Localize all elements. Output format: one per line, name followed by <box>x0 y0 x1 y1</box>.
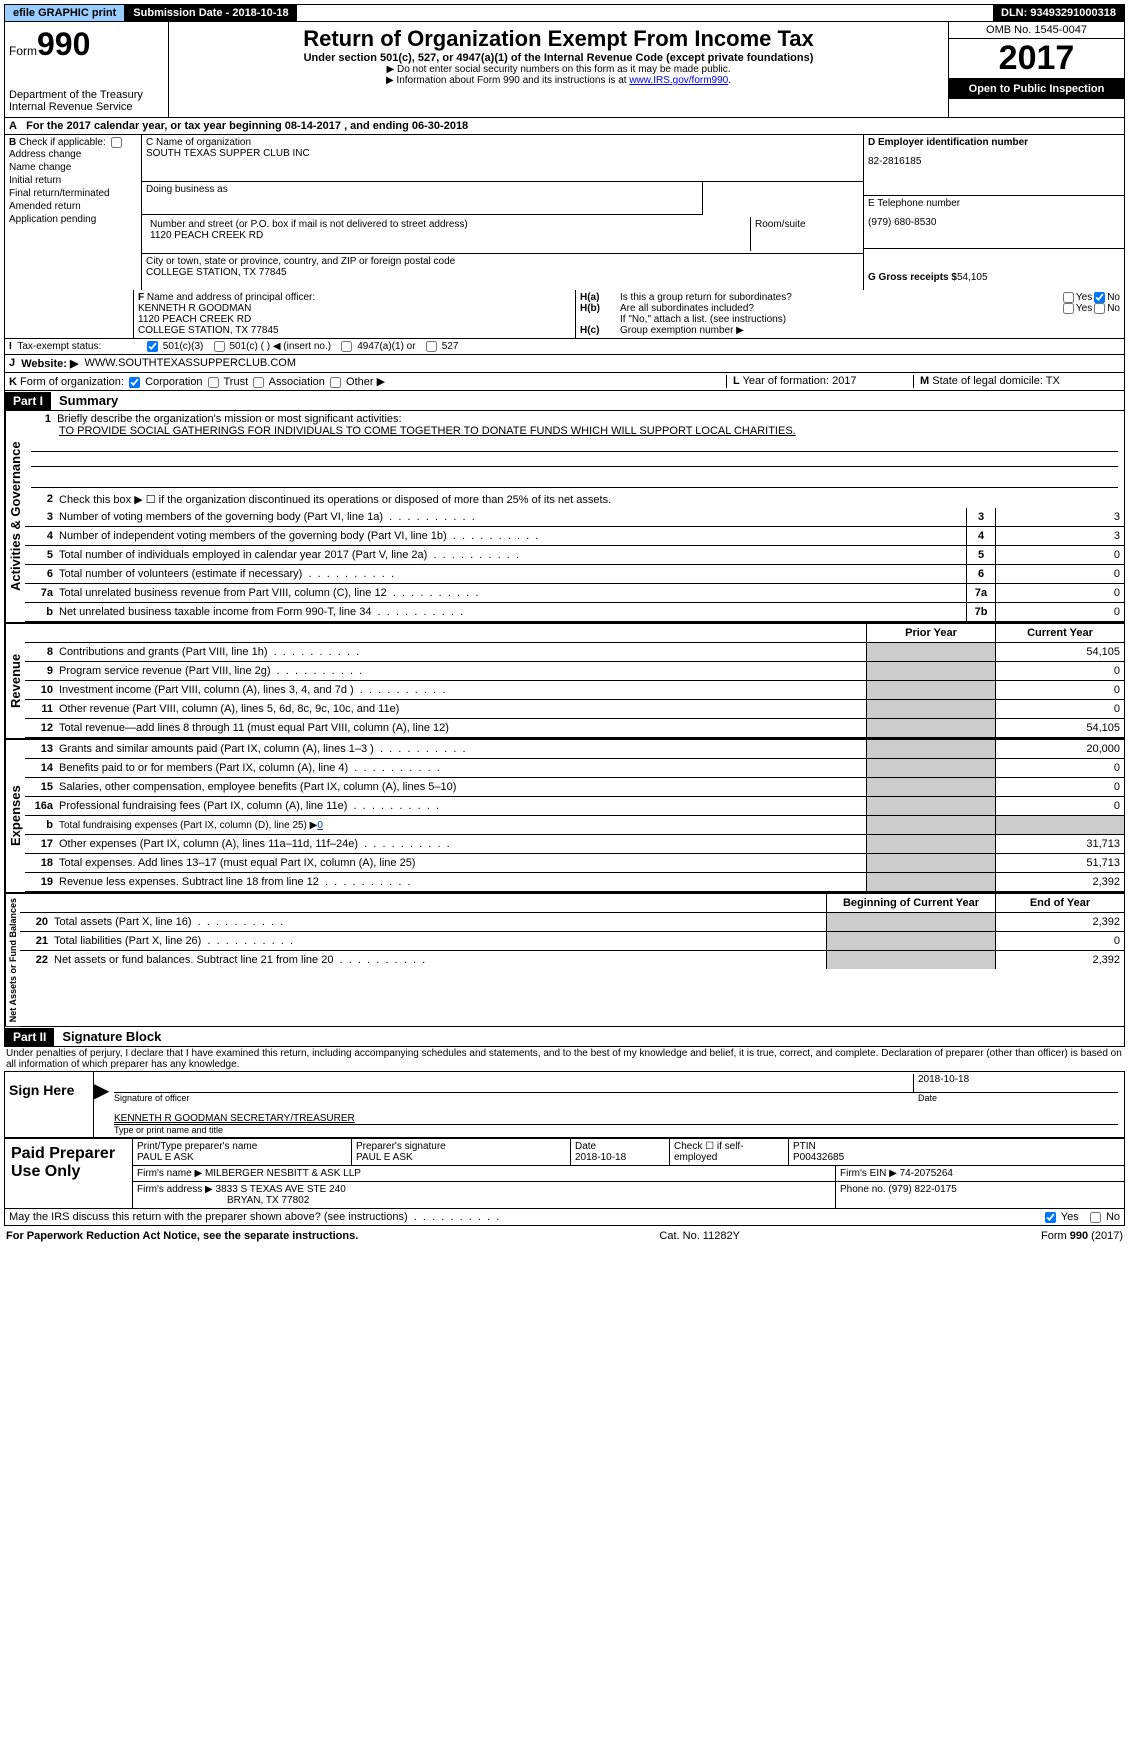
ha-no[interactable] <box>1094 292 1105 303</box>
discuss-yes[interactable] <box>1045 1212 1056 1223</box>
check-501c3[interactable] <box>147 341 158 352</box>
gross-receipts: 54,105 <box>957 272 988 283</box>
form-note-ssn: ▶ Do not enter social security numbers o… <box>179 64 938 75</box>
tel: (979) 680-8530 <box>868 209 1120 228</box>
discuss-no[interactable] <box>1090 1212 1101 1223</box>
ein-label: D Employer identification number <box>868 137 1028 148</box>
gross-label: G Gross receipts $ <box>868 272 957 283</box>
tab-net-assets: Net Assets or Fund Balances <box>5 894 20 1026</box>
officer-addr1: 1120 PEACH CREEK RD <box>138 314 571 325</box>
hb-no[interactable] <box>1094 303 1105 314</box>
hb-yes[interactable] <box>1063 303 1074 314</box>
submission-date: Submission Date - 2018-10-18 <box>125 5 296 21</box>
app-pending: Application pending <box>9 213 137 226</box>
check-trust[interactable] <box>208 377 219 388</box>
street-label: Number and street (or P.O. box if mail i… <box>150 219 746 230</box>
tab-revenue: Revenue <box>5 624 25 738</box>
ein: 82-2816185 <box>868 148 1120 167</box>
check-corp[interactable] <box>129 377 140 388</box>
street: 1120 PEACH CREEK RD <box>150 230 746 241</box>
footer-form: Form 990 (2017) <box>1041 1230 1123 1242</box>
initial-return: Initial return <box>9 174 137 187</box>
form-header: Form990 Department of the Treasury Inter… <box>4 22 1125 118</box>
dln: DLN: 93493291000318 <box>993 5 1124 21</box>
org-name-label: C Name of organization <box>146 137 859 148</box>
name-change: Name change <box>9 161 137 174</box>
efile-print-button[interactable]: efile GRAPHIC print <box>5 5 125 21</box>
website: WWW.SOUTHTEXASSUPPERCLUB.COM <box>85 357 296 370</box>
form-note-link: ▶ Information about Form 990 and its ins… <box>179 75 938 86</box>
sign-here: Sign Here <box>5 1072 94 1137</box>
org-name: SOUTH TEXAS SUPPER CLUB INC <box>146 148 859 159</box>
form-number: Form990 <box>9 26 164 63</box>
omb-number: OMB No. 1545-0047 <box>949 22 1124 39</box>
mission: TO PROVIDE SOCIAL GATHERINGS FOR INDIVID… <box>31 425 1118 437</box>
dept-treasury: Department of the Treasury <box>9 89 164 101</box>
tab-governance: Activities & Governance <box>5 411 25 622</box>
dba-label: Doing business as <box>146 184 698 195</box>
city: COLLEGE STATION, TX 77845 <box>146 267 859 278</box>
addr-change: Address change <box>9 148 137 161</box>
open-to-public: Open to Public Inspection <box>949 79 1124 99</box>
ha-yes[interactable] <box>1063 292 1074 303</box>
part-ii-header: Part II <box>5 1028 54 1046</box>
check-other[interactable] <box>330 377 341 388</box>
form-subtitle: Under section 501(c), 527, or 4947(a)(1)… <box>179 52 938 64</box>
officer-name: KENNETH R GOODMAN <box>138 303 571 314</box>
check-applicable[interactable] <box>111 137 122 148</box>
part-i-header: Part I <box>5 392 51 410</box>
tab-expenses: Expenses <box>5 740 25 892</box>
check-assoc[interactable] <box>253 377 264 388</box>
check-4947[interactable] <box>341 341 352 352</box>
city-label: City or town, state or province, country… <box>146 256 859 267</box>
officer-addr2: COLLEGE STATION, TX 77845 <box>138 325 571 336</box>
irs-link[interactable]: www.IRS.gov/form990 <box>629 75 728 86</box>
section-bcd: B Check if applicable: Address change Na… <box>4 135 1125 290</box>
final-return: Final return/terminated <box>9 187 137 200</box>
part-ii-title: Signature Block <box>54 1027 169 1046</box>
penalty-text: Under penalties of perjury, I declare th… <box>4 1047 1125 1071</box>
amended-return: Amended return <box>9 200 137 213</box>
footer-left: For Paperwork Reduction Act Notice, see … <box>6 1230 358 1242</box>
check-527[interactable] <box>426 341 437 352</box>
tel-label: E Telephone number <box>868 198 1120 209</box>
tax-year: 2017 <box>949 39 1124 79</box>
row-a-tax-year: A For the 2017 calendar year, or tax yea… <box>4 118 1125 135</box>
footer-cat: Cat. No. 11282Y <box>659 1230 740 1242</box>
topbar: efile GRAPHIC print Submission Date - 20… <box>4 4 1125 22</box>
form-title: Return of Organization Exempt From Incom… <box>179 26 938 52</box>
room-label: Room/suite <box>751 217 859 251</box>
paid-preparer: Paid Preparer Use Only <box>5 1139 132 1208</box>
part-i-title: Summary <box>51 391 126 410</box>
irs-label: Internal Revenue Service <box>9 101 164 113</box>
check-501c[interactable] <box>214 341 225 352</box>
